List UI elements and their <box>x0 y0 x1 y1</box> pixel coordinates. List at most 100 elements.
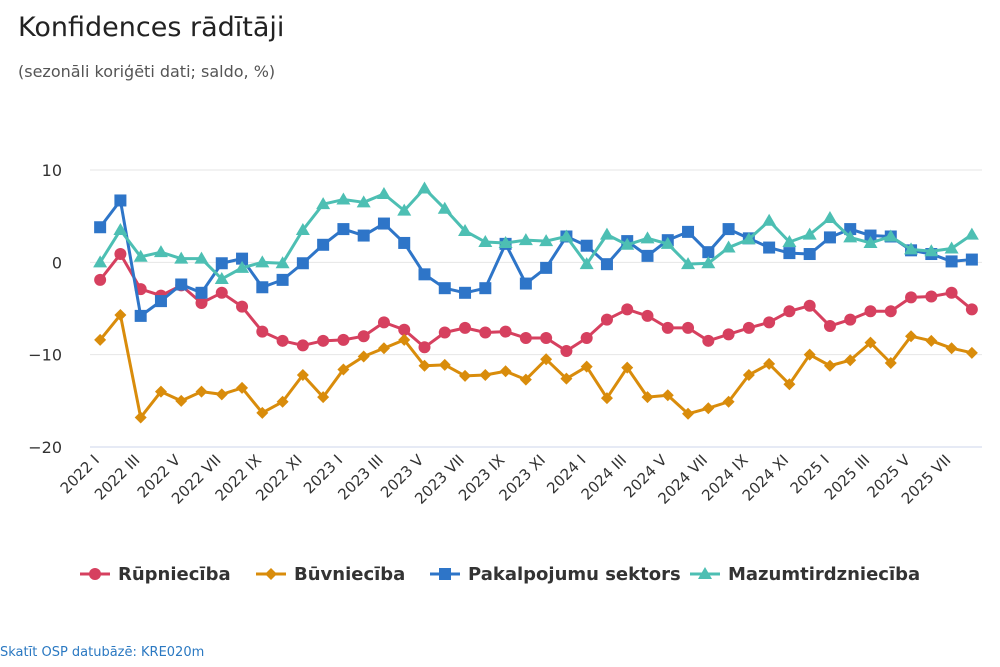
data-point <box>640 231 655 244</box>
data-point <box>925 290 938 303</box>
data-point <box>93 255 108 268</box>
data-point <box>783 305 796 318</box>
data-point <box>195 385 208 398</box>
data-point <box>255 255 270 268</box>
data-point <box>681 257 696 270</box>
data-point <box>763 241 776 254</box>
data-point <box>621 361 634 374</box>
data-point <box>539 234 554 247</box>
chart-subtitle: (sezonāli koriģēti dati; saldo, %) <box>18 62 276 81</box>
data-point <box>317 391 330 404</box>
data-point <box>621 303 634 316</box>
data-point <box>153 245 168 258</box>
data-point <box>337 363 350 376</box>
data-point <box>722 328 735 341</box>
data-point <box>316 197 331 210</box>
data-point <box>682 321 695 334</box>
data-point <box>944 241 959 254</box>
data-point <box>682 407 695 420</box>
data-point <box>641 391 654 404</box>
data-point <box>965 303 978 316</box>
data-point <box>376 187 391 200</box>
data-point <box>925 334 938 347</box>
data-point <box>479 282 492 295</box>
data-point <box>600 392 613 405</box>
source-link[interactable]: Skatīt OSP datubāzē: KRE020m <box>0 645 205 660</box>
data-point <box>560 344 573 357</box>
data-point <box>722 395 735 408</box>
data-point <box>519 373 532 386</box>
data-point <box>641 249 654 262</box>
data-point <box>154 385 167 398</box>
data-point <box>114 308 127 321</box>
data-point <box>965 253 978 266</box>
legend-marker <box>89 568 101 580</box>
legend-item: Mazumtirdzniecība <box>690 564 920 585</box>
data-point <box>296 257 309 270</box>
data-point <box>215 388 228 401</box>
data-point <box>317 334 330 347</box>
data-point <box>924 244 939 257</box>
data-point <box>459 369 472 382</box>
data-point <box>580 360 593 373</box>
data-point <box>214 271 229 284</box>
series-3 <box>93 181 979 284</box>
data-point <box>94 333 107 346</box>
data-point <box>741 232 756 245</box>
data-point <box>964 227 979 240</box>
data-point <box>317 238 330 251</box>
data-point <box>905 291 918 304</box>
data-point <box>276 273 289 286</box>
data-point <box>661 389 674 402</box>
data-point <box>94 273 107 286</box>
data-point <box>195 286 208 299</box>
data-point <box>195 296 208 309</box>
legend-marker <box>698 567 712 579</box>
y-tick-label: −10 <box>28 346 62 365</box>
legend-label: Mazumtirdzniecība <box>728 564 920 585</box>
data-point <box>945 342 958 355</box>
legend-item: Būvniecība <box>256 564 405 585</box>
data-point <box>175 278 188 291</box>
data-point <box>863 235 878 248</box>
data-point <box>540 332 553 345</box>
data-point <box>295 223 310 236</box>
y-tick-label: 0 <box>52 253 62 272</box>
data-point <box>175 394 188 407</box>
data-point <box>822 211 837 224</box>
data-point <box>803 299 816 312</box>
data-point <box>397 203 412 216</box>
data-point <box>905 330 918 343</box>
data-point <box>884 305 897 318</box>
data-point <box>742 368 755 381</box>
data-point <box>498 235 513 248</box>
legend-label: Būvniecība <box>294 564 405 585</box>
x-tick-label: 2023 III <box>334 451 386 503</box>
data-point <box>823 320 836 333</box>
series-line <box>98 313 973 419</box>
data-point <box>114 194 127 207</box>
data-point <box>377 217 390 230</box>
data-point <box>459 286 472 299</box>
data-point <box>844 223 857 236</box>
data-point <box>133 249 148 262</box>
data-point <box>276 395 289 408</box>
data-point <box>803 248 816 261</box>
data-point <box>356 195 371 208</box>
data-point <box>783 378 796 391</box>
data-point <box>884 356 897 369</box>
series-line <box>98 252 973 353</box>
data-point <box>337 223 350 236</box>
data-point <box>499 365 512 378</box>
data-point <box>256 281 269 294</box>
data-point <box>864 229 877 242</box>
data-point <box>357 330 370 343</box>
data-point <box>235 260 250 273</box>
data-point <box>398 323 411 336</box>
data-point <box>864 336 877 349</box>
data-point <box>702 334 715 347</box>
data-point <box>418 341 431 354</box>
data-point <box>418 268 431 281</box>
data-point <box>357 229 370 242</box>
